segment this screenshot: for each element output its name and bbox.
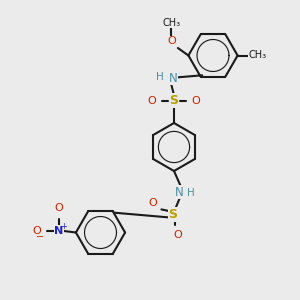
Text: O: O (54, 203, 63, 213)
Text: H: H (156, 72, 164, 82)
Text: S: S (168, 208, 177, 221)
Text: O: O (148, 95, 157, 106)
Text: O: O (191, 95, 200, 106)
Text: O: O (32, 226, 41, 236)
Text: CH₃: CH₃ (162, 17, 180, 28)
Text: H: H (187, 188, 195, 199)
Text: −: − (36, 232, 44, 242)
Text: O: O (167, 36, 176, 46)
Text: N: N (54, 226, 63, 236)
Text: +: + (60, 222, 67, 231)
Text: CH₃: CH₃ (249, 50, 267, 61)
Text: S: S (169, 94, 178, 107)
Text: O: O (174, 230, 183, 240)
Text: N: N (169, 71, 178, 85)
Text: O: O (148, 198, 157, 208)
Text: N: N (174, 185, 183, 199)
